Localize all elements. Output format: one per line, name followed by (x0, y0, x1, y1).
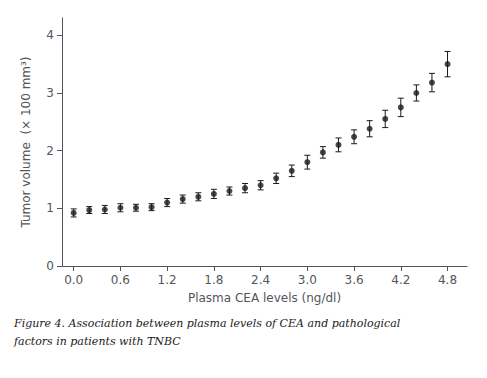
svg-text:factors in patients with TNBC: factors in patients with TNBC (13, 335, 181, 348)
svg-text:0.0: 0.0 (64, 273, 83, 287)
svg-text:0.6: 0.6 (111, 273, 130, 287)
svg-text:3.0: 3.0 (298, 273, 317, 287)
svg-text:1.2: 1.2 (158, 273, 177, 287)
svg-text:4.8: 4.8 (438, 273, 457, 287)
svg-text:Plasma CEA levels (ng/dl): Plasma CEA levels (ng/dl) (188, 291, 341, 305)
svg-text:0: 0 (46, 259, 54, 273)
svg-text:1: 1 (46, 201, 54, 215)
svg-text:4: 4 (46, 28, 54, 42)
svg-text:4.2: 4.2 (391, 273, 410, 287)
svg-text:2.4: 2.4 (251, 273, 270, 287)
svg-text:Figure 4. Association between: Figure 4. Association between plasma lev… (13, 317, 401, 330)
svg-text:Tumor volume (× 100 mm³): Tumor volume (× 100 mm³) (19, 56, 33, 228)
svg-text:3: 3 (46, 86, 54, 100)
svg-text:1.8: 1.8 (204, 273, 223, 287)
svg-text:3.6: 3.6 (345, 273, 364, 287)
svg-text:2: 2 (46, 144, 54, 158)
